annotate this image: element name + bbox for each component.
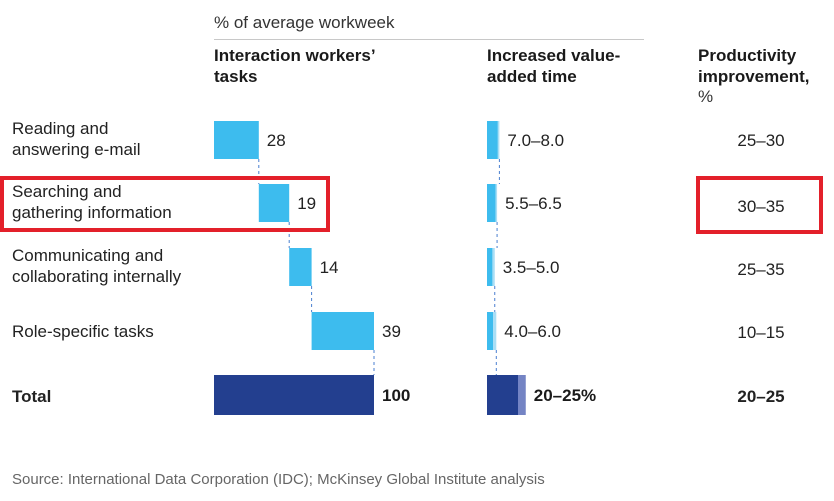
- row-label-role-specific: Role-specific tasks: [12, 321, 154, 342]
- row-label-searching: Searching and gathering information: [12, 181, 172, 223]
- row-label-line: gathering information: [12, 203, 172, 222]
- row-label-line: answering e-mail: [12, 140, 141, 159]
- value-added-total-label: 20–25%: [534, 386, 596, 405]
- highlight-searching-productivity: [696, 176, 823, 234]
- task-bar: [258, 184, 290, 222]
- header-divider: [214, 39, 644, 40]
- total-bar: [214, 375, 374, 415]
- value-added-bar: [487, 312, 494, 350]
- value-added-column-header: Increased value-added time: [487, 46, 621, 86]
- productivity-header-unit: %: [698, 87, 714, 106]
- row-label-reading: Reading and answering e-mail: [12, 118, 141, 160]
- value-added-bar: [487, 184, 496, 222]
- value-added-range: [493, 312, 497, 350]
- task-value-label: 28: [267, 131, 286, 150]
- chart-subtitle: % of average workweek: [214, 13, 395, 32]
- value-added-range: [492, 248, 495, 286]
- row-label-line: Reading and: [12, 119, 109, 138]
- row-label-line: Communicating and: [12, 246, 164, 265]
- value-added-label: 4.0–6.0: [504, 322, 561, 341]
- row-label-line: collaborating internally: [12, 267, 182, 286]
- value-added-range: [497, 121, 500, 159]
- value-added-label: 3.5–5.0: [503, 258, 560, 277]
- task-value-label: 39: [382, 322, 401, 341]
- task-bar: [289, 248, 312, 286]
- value-added-range: [495, 184, 498, 222]
- value-added-total-range: [518, 375, 526, 415]
- row-label-line: Searching and: [12, 182, 122, 201]
- productivity-value: 10–15: [737, 323, 785, 342]
- value-added-bar: [487, 248, 493, 286]
- productivity-column-header: Productivity improvement, %: [698, 45, 828, 107]
- task-value-label: 19: [297, 194, 316, 213]
- source-note: Source: International Data Corporation (…: [12, 471, 545, 488]
- productivity-value: 30–35: [737, 197, 785, 216]
- value-added-label: 5.5–6.5: [505, 194, 562, 213]
- row-label-line: Role-specific tasks: [12, 322, 154, 341]
- productivity-total: 20–25: [737, 387, 785, 406]
- task-bar: [214, 121, 259, 159]
- task-bar: [311, 312, 374, 350]
- value-added-bar: [487, 121, 498, 159]
- row-label-communicating: Communicating and collaborating internal…: [12, 245, 181, 287]
- total-value-label: 100: [382, 386, 410, 405]
- productivity-value: 25–35: [737, 260, 785, 279]
- tasks-column-header: Interaction workers’ tasks: [214, 46, 375, 86]
- value-added-label: 7.0–8.0: [507, 131, 564, 150]
- highlight-searching-row: [0, 176, 330, 232]
- row-label-total: Total: [12, 387, 52, 406]
- value-added-total-bar: [487, 375, 518, 415]
- task-value-label: 14: [320, 258, 339, 277]
- productivity-value: 25–30: [737, 131, 785, 150]
- productivity-header-title: Productivity improvement,: [698, 46, 810, 86]
